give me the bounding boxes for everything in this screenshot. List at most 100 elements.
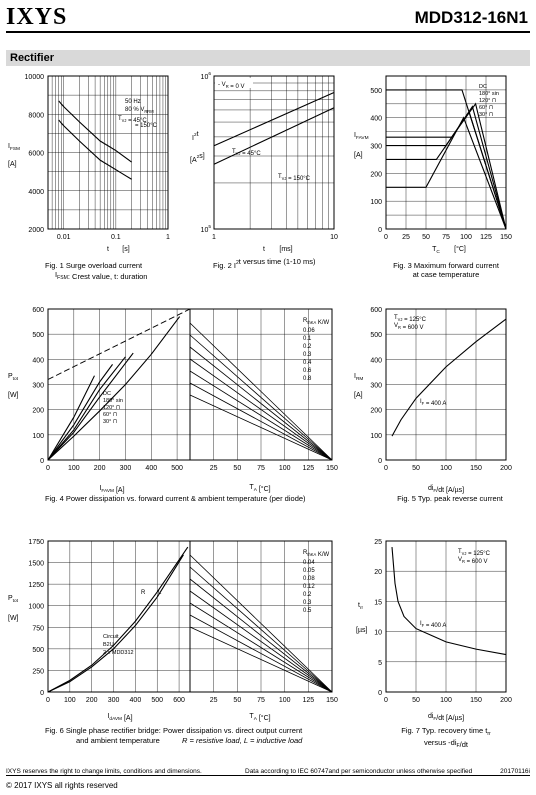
- fig3-legend-4: 30° ⊓: [479, 112, 494, 118]
- fig6-rth-4: 0.2: [303, 592, 312, 598]
- fig6-rth-title: RthKA K/W: [303, 550, 330, 558]
- fig6-rth-line-4: [189, 602, 333, 693]
- fig2-frame: [213, 75, 335, 230]
- fig4-rth-line-5: [189, 382, 333, 461]
- fig2-caption-1: Fig. 2 I2t versus time (1-10 ms): [213, 257, 316, 270]
- fig3-ytick-1: 100: [370, 199, 382, 206]
- fig4-limit-line: [47, 308, 191, 380]
- fig1-xlabel: t: [107, 246, 109, 253]
- fig6-rth-line-3: [189, 590, 333, 693]
- fig6-xtick-4: 400: [130, 697, 142, 704]
- fig3-caption-2: at case temperature: [413, 270, 480, 279]
- fig5-xtick-2: 100: [440, 465, 452, 472]
- fig1-ytick-1: 4000: [28, 189, 44, 196]
- fig4-x2tick-2: 50: [233, 465, 241, 472]
- fig6-ann-2: Circuit: [103, 634, 119, 640]
- fig7-ytick-3: 15: [374, 599, 382, 606]
- fig2-series-1: [213, 107, 335, 165]
- fig6-x2tick-6: 150: [326, 697, 338, 704]
- fig7-caption-1: Fig. 7 Typ. recovery time trr: [401, 726, 491, 737]
- fig3-xtick-5: 125: [480, 234, 492, 241]
- fig7-ytick-0: 0: [378, 690, 382, 697]
- header-rule: [6, 31, 530, 33]
- fig4-caption-1: Fig. 4 Power dissipation vs. forward cur…: [45, 494, 306, 503]
- fig3-xtick-3: 75: [442, 234, 450, 241]
- fig4-legend-0: DC: [103, 391, 111, 397]
- fig7-caption-2: versus -diF/dt: [424, 738, 469, 749]
- fig6-x2tick-2: 50: [233, 697, 241, 704]
- fig6-rth-line-1: [189, 566, 333, 693]
- fig4-rth-line-0: [189, 322, 333, 461]
- fig3-yunit: [A]: [354, 152, 363, 159]
- fig4-xlabel: IFAVM [A]: [99, 485, 124, 494]
- fig6-xtick-5: 500: [151, 697, 163, 704]
- fig7-xlabel: diF/dt [A/µs]: [428, 713, 464, 722]
- fig3-legend-0: DC: [479, 84, 487, 90]
- fig1-xtick-2: 1: [166, 234, 170, 241]
- fig4-series-2: [47, 356, 126, 461]
- fig7-xtick-4: 200: [500, 697, 512, 704]
- fig2-ytick-0: 105: [201, 224, 212, 234]
- fig6-x2tick-1: 25: [210, 697, 218, 704]
- fig2-ann-0: - VR = 0 V: [218, 82, 244, 90]
- footer-disclaimer: IXYS reserves the right to change limits…: [6, 768, 202, 775]
- fig6-ann-1: L: [158, 590, 162, 596]
- fig6b-frame: [189, 540, 333, 693]
- fig6-rth-line-6: [189, 626, 333, 693]
- fig4-ytick-4: 400: [32, 357, 44, 364]
- fig6-x2tick-5: 125: [302, 697, 314, 704]
- fig6-rth-3: 0.12: [303, 584, 315, 590]
- fig4-rth-title: RthKA K/W: [303, 318, 330, 326]
- fig4-rth-line-2: [189, 346, 333, 461]
- fig5-ann-2: IF = 400 A: [420, 399, 446, 407]
- fig4-legend-1: 180° sin: [103, 398, 123, 404]
- fig4-rth-0: 0.06: [303, 328, 315, 334]
- fig4-rth-line-6: [189, 394, 333, 461]
- fig4-x2tick-3: 75: [257, 465, 265, 472]
- fig4-x2tick-1: 25: [210, 465, 218, 472]
- fig7-xtick-1: 50: [412, 697, 420, 704]
- fig6-rth-1: 0.05: [303, 568, 315, 574]
- fig6-ytick-5: 1250: [28, 582, 44, 589]
- fig6-caption-italic: R = resistive load, L = inductive load: [182, 736, 303, 745]
- fig6-rth-5: 0.3: [303, 600, 312, 606]
- fig4-ytick-1: 100: [32, 433, 44, 440]
- fig6-frame: [47, 540, 191, 693]
- fig4-rth-3: 0.3: [303, 352, 312, 358]
- fig1-xunit: [s]: [122, 246, 129, 253]
- fig2-xtick-1: 10: [330, 234, 338, 241]
- fig1-ann-2: TVJ = 45°C: [118, 116, 147, 124]
- fig3-ytick-4: 400: [370, 116, 382, 123]
- fig2-ytick-1: 106: [201, 71, 212, 81]
- fig5-xtick-0: 0: [384, 465, 388, 472]
- fig2-ylabel: I2t: [192, 131, 199, 142]
- copyright: © 2017 IXYS all rights reserved: [6, 781, 118, 790]
- fig4-legend-3: 60° ⊓: [103, 412, 118, 418]
- fig4-rth-line-4: [189, 370, 333, 461]
- fig6-ytick-0: 0: [40, 690, 44, 697]
- fig5-ann-0: TVJ = 125°C: [394, 315, 427, 323]
- fig3-xunit: [°C]: [454, 245, 466, 253]
- fig1-ann-3: = 150°C: [135, 123, 158, 129]
- fig2-series-0: [213, 92, 335, 147]
- fig6-ytick-3: 750: [32, 625, 44, 632]
- fig4-xtick-1: 100: [68, 465, 80, 472]
- fig6-ytick-2: 500: [32, 647, 44, 654]
- fig1-ytick-3: 8000: [28, 112, 44, 119]
- fig4-yunit: [W]: [8, 392, 19, 399]
- fig6-ytick-1: 250: [32, 668, 44, 675]
- fig4-series-0: [47, 316, 181, 461]
- fig6-ytick-4: 1000: [28, 604, 44, 611]
- fig6-series-1: [47, 546, 189, 693]
- fig6-rth-line-0: [189, 554, 333, 693]
- fig4-rth-6: 0.8: [303, 376, 312, 382]
- fig6-ann-4: 2 x MDD312: [103, 650, 134, 656]
- fig6-xlabel: IdAVM [A]: [107, 713, 132, 722]
- footer-rule: [6, 775, 530, 776]
- fig6-rth-6: 0.5: [303, 608, 312, 614]
- fig4-x2label: TA [°C]: [249, 484, 270, 493]
- fig1-ytick-0: 2000: [28, 227, 44, 234]
- fig1-ann-0: 50 Hz: [125, 99, 141, 105]
- fig3-ytick-5: 500: [370, 88, 382, 95]
